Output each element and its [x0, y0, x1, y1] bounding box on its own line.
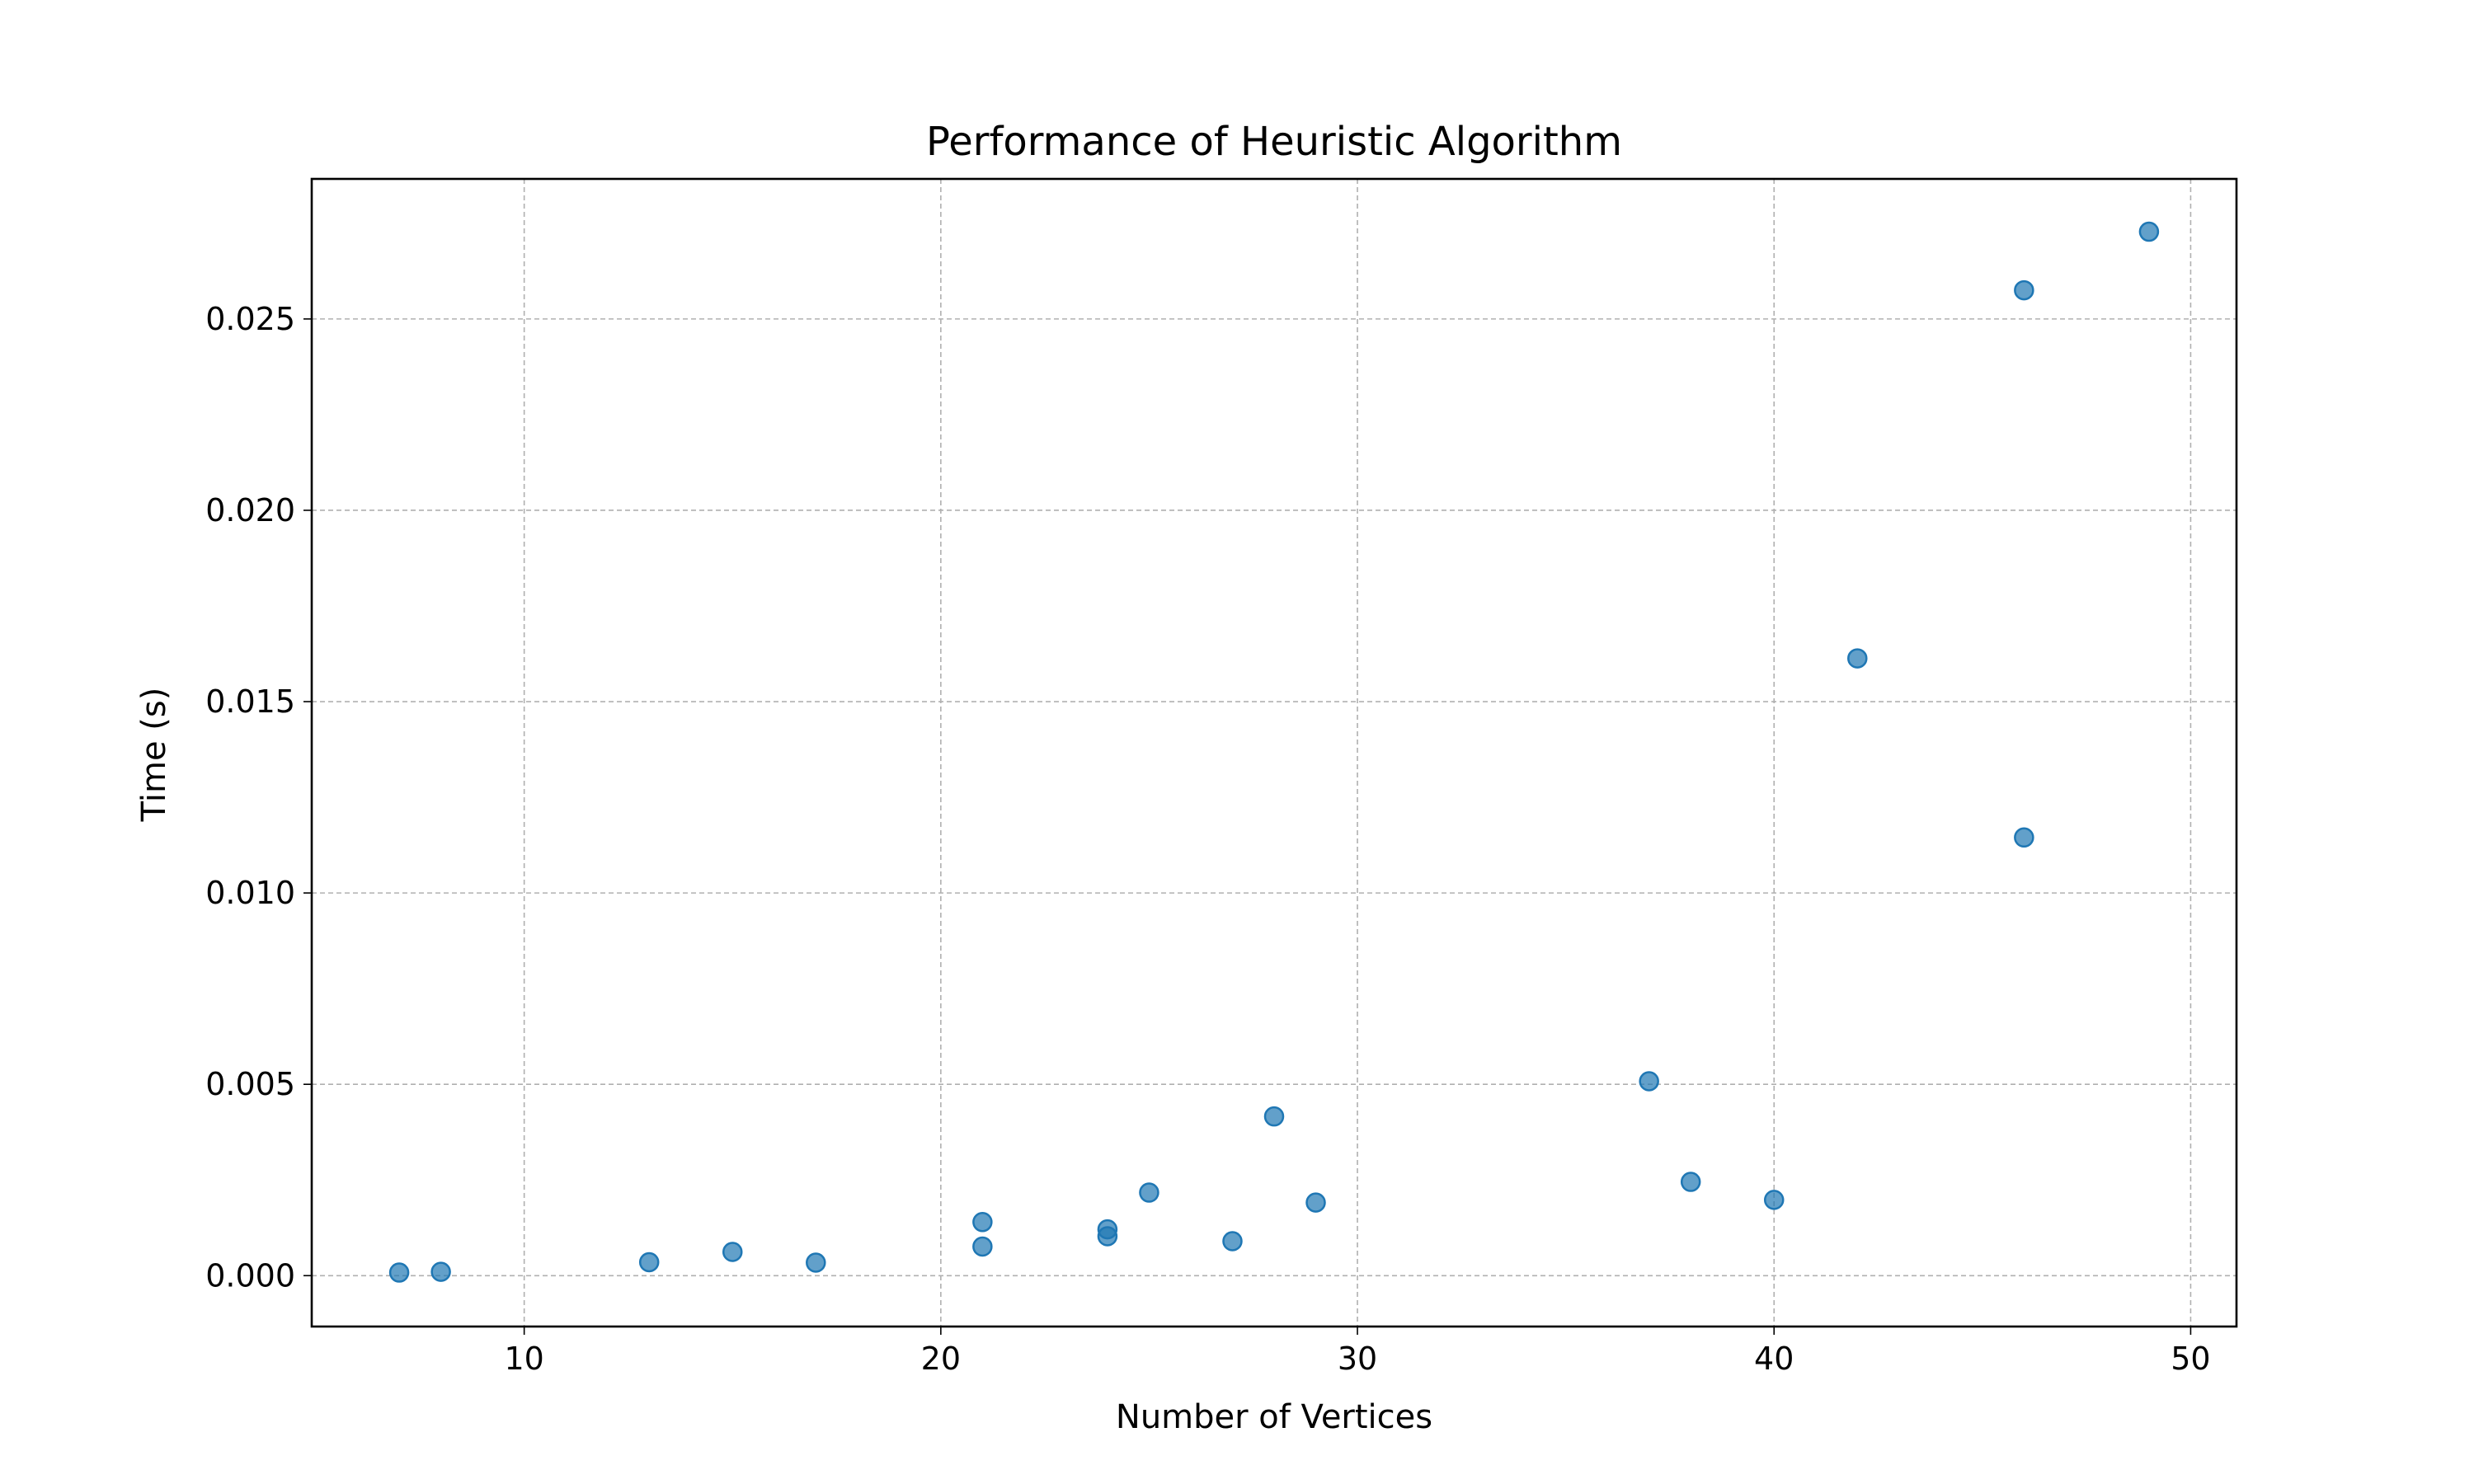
data-point: [1263, 1106, 1285, 1127]
data-point: [1305, 1192, 1326, 1213]
data-point: [2014, 279, 2034, 301]
data-point: [388, 1262, 410, 1283]
y-tick-label: 0.000: [205, 1257, 295, 1294]
grid-layer: [312, 179, 2236, 1327]
plot-frame: [310, 177, 2238, 1328]
points-layer: [388, 221, 2160, 1283]
x-tick-label: 10: [504, 1341, 543, 1377]
data-point: [1139, 1182, 1159, 1203]
y-tick-label: 0.020: [205, 492, 295, 528]
y-tick-label: 0.005: [205, 1066, 295, 1102]
x-axis-label: Number of Vertices: [1116, 1398, 1432, 1436]
y-tick-label: 0.010: [205, 875, 295, 911]
x-tick-label: 50: [2171, 1341, 2210, 1377]
data-point: [1222, 1231, 1243, 1252]
data-point: [1097, 1226, 1118, 1247]
data-point: [1847, 648, 1868, 669]
data-point: [1639, 1071, 1659, 1092]
ticks-layer: 10 20 30 40 50 0.000 0.005 0.010 0.015 0.020 0.025: [205, 301, 2210, 1377]
y-tick-label: 0.015: [205, 683, 295, 720]
data-point: [2014, 827, 2034, 848]
data-point: [722, 1242, 743, 1262]
x-tick-label: 30: [1338, 1341, 1377, 1377]
x-tick-label: 20: [921, 1341, 961, 1377]
data-point: [638, 1252, 660, 1273]
data-point: [430, 1261, 451, 1282]
data-point: [1763, 1190, 1785, 1210]
data-point: [1680, 1172, 1701, 1192]
data-point: [972, 1212, 993, 1233]
data-point: [972, 1236, 993, 1257]
x-tick-label: 40: [1754, 1341, 1794, 1377]
y-tick-label: 0.025: [205, 301, 295, 337]
y-axis-label: Time (s): [135, 688, 173, 823]
chart-title: Performance of Heuristic Algorithm: [926, 119, 1622, 165]
data-point: [806, 1252, 826, 1273]
data-point: [2138, 221, 2160, 242]
